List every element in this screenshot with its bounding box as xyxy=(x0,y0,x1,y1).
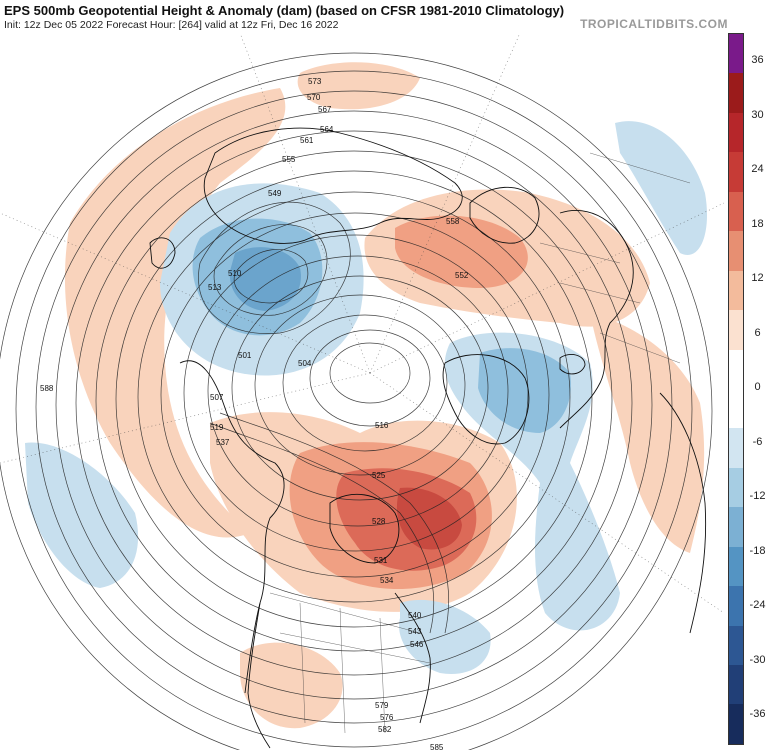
anomaly-europe-trough xyxy=(615,121,708,255)
colorbar-tick-label: 0 xyxy=(754,381,761,393)
colorbar-tick-label: -30 xyxy=(749,653,766,666)
colorbar-swatch xyxy=(729,507,743,547)
contour-label: 510 xyxy=(228,269,242,278)
contour-label: 543 xyxy=(408,627,422,636)
colorbar-tick-label: 12 xyxy=(751,272,764,284)
height-contours xyxy=(0,52,713,750)
contour-label: 585 xyxy=(430,743,444,750)
graticule xyxy=(0,33,724,614)
contour-label: 558 xyxy=(446,217,460,226)
colorbar-tick-label: -36 xyxy=(749,708,766,720)
colorbar-swatch xyxy=(729,270,743,311)
contour-label: 537 xyxy=(216,438,230,447)
contour-label: 519 xyxy=(210,423,224,432)
contour-label: 570 xyxy=(307,93,321,102)
contour-label: 504 xyxy=(298,359,312,368)
political-borders xyxy=(269,152,691,734)
contour-label: 564 xyxy=(320,125,334,134)
colorbar-swatch xyxy=(729,704,743,744)
colorbar-tick-label: 36 xyxy=(751,54,764,66)
coast-hudson-bay xyxy=(329,493,400,564)
anomaly-asia-ridge xyxy=(590,313,705,553)
negative-anomalies xyxy=(25,121,708,674)
chart-title: EPS 500mb Geopotential Height & Anomaly … xyxy=(4,3,565,18)
contour-label: 540 xyxy=(408,611,422,620)
contour-label: 528 xyxy=(372,517,386,526)
coast-scandinavia xyxy=(469,186,540,244)
colorbar xyxy=(728,33,744,745)
contour-label: 525 xyxy=(372,471,386,480)
map-panel: 501 504 507 510 513 516 519 525 528 531 534 537 540 5… xyxy=(0,33,724,750)
anomaly-arctic-ridge xyxy=(297,62,420,110)
colorbar-swatch xyxy=(729,467,743,508)
colorbar-tick-label: -6 xyxy=(752,435,763,448)
colorbar-swatch xyxy=(729,428,743,468)
colorbar-swatch xyxy=(729,310,743,350)
colorbar-tick-label: 6 xyxy=(754,326,761,339)
colorbar-swatch xyxy=(729,546,743,587)
coastlines xyxy=(149,127,707,749)
anomaly-eastern-us-trough xyxy=(399,599,491,674)
contour-label: 549 xyxy=(268,189,282,198)
colorbar-swatch xyxy=(729,231,743,271)
positive-anomalies xyxy=(64,62,705,729)
colorbar-tick-label: 24 xyxy=(751,163,764,175)
contour-label: 516 xyxy=(375,421,389,430)
coast-siberia xyxy=(203,127,463,244)
contour-label: 582 xyxy=(378,725,392,734)
colorbar-tick-label: -12 xyxy=(749,490,766,502)
contour-label: 573 xyxy=(308,77,322,86)
contour-label: 507 xyxy=(210,393,224,402)
anomaly-southwest-us-ridge xyxy=(240,642,343,729)
contour-label: 552 xyxy=(455,271,469,280)
coast-alaska xyxy=(179,360,285,694)
coast-us-west xyxy=(247,602,271,749)
colorbar-swatch xyxy=(729,191,743,232)
coast-africa xyxy=(659,392,707,634)
colorbar-tick-label: -18 xyxy=(749,544,766,557)
anomaly-pacific-subtropical xyxy=(25,442,139,588)
colorbar-swatch xyxy=(729,586,743,626)
contour-label: 501 xyxy=(238,351,252,360)
anomaly-canada-ridge-peak xyxy=(396,487,462,550)
coast-iceland xyxy=(559,354,586,375)
contour-label: 576 xyxy=(380,713,394,722)
coast-us-east xyxy=(394,592,431,724)
contour-label: 546 xyxy=(410,640,424,649)
colorbar-swatch xyxy=(729,73,743,113)
colorbar-tick-label: 30 xyxy=(751,108,764,121)
colorbar-tick-label: 18 xyxy=(751,217,764,230)
contour-label: 513 xyxy=(208,283,222,292)
colorbar-swatch xyxy=(729,34,743,74)
contour-label: 534 xyxy=(380,576,394,585)
contour-label: 555 xyxy=(282,155,296,164)
anomaly-atlantic-trough-core xyxy=(478,348,571,433)
colorbar-swatch xyxy=(729,388,743,429)
chart-subtitle: Init: 12z Dec 05 2022 Forecast Hour: [26… xyxy=(4,19,339,31)
colorbar-swatch xyxy=(729,665,743,705)
contour-label: 531 xyxy=(374,556,388,565)
anomaly-scandinavia-core xyxy=(395,215,528,288)
contour-label: 579 xyxy=(375,701,389,710)
coast-greenland xyxy=(442,354,530,445)
colorbar-tick-label: -24 xyxy=(749,599,766,611)
colorbar-swatch xyxy=(729,625,743,665)
coast-europe xyxy=(559,209,634,429)
colorbar-swatch xyxy=(729,112,743,153)
contour-label: 567 xyxy=(318,105,332,114)
colorbar-swatch xyxy=(729,152,743,192)
anomaly-siberia-trough-peak xyxy=(229,247,301,311)
contour-label: 588 xyxy=(40,384,54,393)
contour-label: 561 xyxy=(300,136,314,145)
map-svg xyxy=(0,33,724,750)
anomaly-north-pacific-ridge xyxy=(64,88,286,538)
brand-watermark: TROPICALTIDBITS.COM xyxy=(580,17,728,31)
coast-japan xyxy=(149,237,176,269)
colorbar-swatch xyxy=(729,349,743,389)
